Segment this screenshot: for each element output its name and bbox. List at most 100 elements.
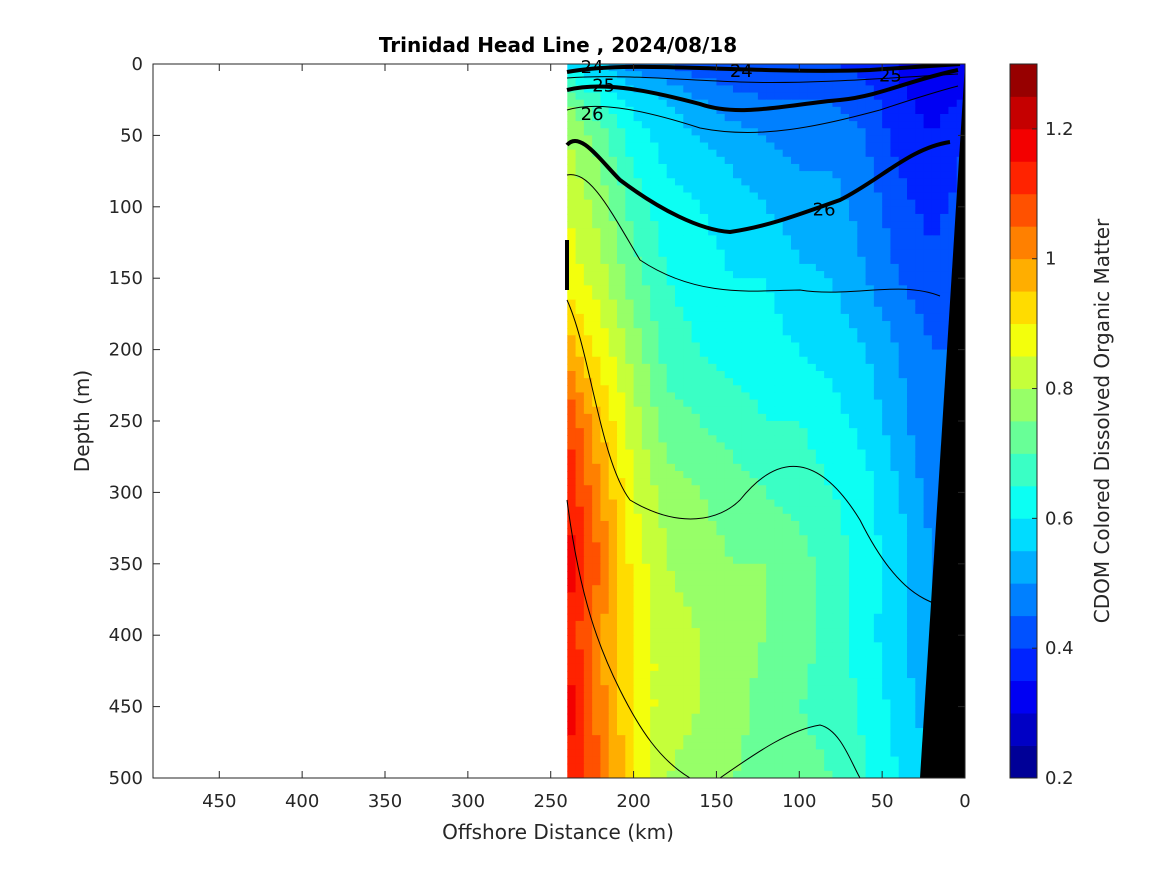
heatmap-cell (824, 285, 834, 294)
heatmap-cell (948, 163, 958, 172)
heatmap-cell (716, 321, 726, 329)
heatmap-cell (683, 363, 693, 372)
heatmap-cell (882, 292, 892, 301)
heatmap-cell (757, 428, 767, 436)
heatmap-cell (658, 728, 668, 736)
heatmap-cell (791, 520, 800, 529)
heatmap-cell (683, 613, 693, 622)
heatmap-cell (782, 349, 792, 358)
heatmap-cell (774, 763, 784, 772)
heatmap-cell (890, 470, 900, 479)
heatmap-cell (567, 299, 577, 308)
heatmap-cell (857, 121, 867, 129)
heatmap-cell (592, 278, 602, 286)
heatmap-cell (608, 363, 618, 372)
heatmap-cell (774, 271, 784, 279)
heatmap-cell (733, 749, 742, 758)
heatmap-cell (724, 663, 734, 672)
heatmap-cell (824, 585, 834, 593)
heatmap-cell (799, 228, 809, 236)
heatmap-cell (608, 492, 618, 501)
heatmap-cell (865, 328, 875, 336)
heatmap-cell (716, 299, 726, 308)
heatmap-cell (608, 749, 618, 758)
heatmap-cell (633, 371, 643, 379)
heatmap-cell (849, 470, 858, 479)
heatmap-cell (575, 156, 585, 165)
heatmap-cell (815, 299, 825, 308)
heatmap-cell (683, 549, 693, 558)
heatmap-cell (699, 663, 709, 672)
heatmap-cell (691, 520, 701, 529)
heatmap-cell (815, 492, 825, 501)
heatmap-cell (865, 685, 875, 693)
heatmap-cell (882, 328, 892, 336)
heatmap-cell (815, 506, 825, 515)
heatmap-cell (857, 506, 867, 515)
heatmap-cell (791, 128, 800, 136)
heatmap-cell (716, 199, 726, 208)
heatmap-cell (741, 728, 751, 736)
heatmap-cell (691, 549, 701, 558)
heatmap-cell (915, 135, 925, 144)
heatmap-cell (857, 592, 867, 601)
heatmap-cell (749, 692, 759, 701)
heatmap-cell (898, 349, 908, 358)
heatmap-cell (675, 649, 684, 658)
heatmap-cell (824, 770, 834, 778)
heatmap-cell (567, 656, 577, 665)
heatmap-cell (741, 121, 751, 129)
heatmap-cell (733, 85, 742, 94)
heatmap-cell (865, 349, 875, 358)
heatmap-cell (791, 735, 800, 743)
heatmap-cell (948, 85, 958, 94)
heatmap-cell (708, 278, 718, 286)
heatmap-cell (824, 221, 834, 229)
heatmap-cell (782, 92, 792, 101)
heatmap-cell (857, 349, 867, 358)
heatmap-cell (716, 142, 726, 151)
heatmap-cell (658, 399, 668, 408)
heatmap-cell (724, 199, 734, 208)
heatmap-cell (873, 485, 883, 493)
heatmap-cell (757, 685, 767, 693)
heatmap-cell (567, 278, 577, 286)
heatmap-cell (600, 192, 610, 201)
heatmap-cell (815, 121, 825, 129)
heatmap-cell (882, 78, 892, 87)
heatmap-cell (807, 492, 817, 501)
heatmap-cell (625, 178, 635, 186)
heatmap-cell (641, 392, 651, 401)
heatmap-cell (799, 199, 809, 208)
heatmap-cell (575, 349, 585, 358)
heatmap-cell (782, 342, 792, 351)
heatmap-cell (658, 85, 668, 94)
heatmap-cell (774, 263, 784, 272)
heatmap-cell (567, 570, 577, 579)
heatmap-cell (873, 749, 883, 758)
heatmap-cell (625, 556, 635, 565)
heatmap-cell (716, 649, 726, 658)
heatmap-cell (931, 385, 941, 394)
heatmap-cell (741, 378, 751, 386)
heatmap-cell (890, 371, 900, 379)
heatmap-cell (592, 585, 602, 593)
heatmap-cell (840, 278, 850, 286)
heatmap-cell (824, 713, 834, 722)
heatmap-cell (890, 113, 900, 122)
heatmap-cell (691, 349, 701, 358)
heatmap-cell (890, 520, 900, 529)
heatmap-cell (600, 663, 610, 672)
heatmap-cell (699, 271, 709, 279)
heatmap-cell (608, 720, 618, 729)
heatmap-cell (567, 770, 577, 778)
x-tick-label: 50 (871, 791, 894, 812)
heatmap-cell (815, 292, 825, 301)
heatmap-cell (567, 713, 577, 722)
heatmap-cell (840, 628, 850, 636)
heatmap-cell (832, 206, 842, 215)
heatmap-cell (890, 678, 900, 686)
heatmap-cell (625, 728, 635, 736)
heatmap-cell (857, 728, 867, 736)
heatmap-cell (898, 149, 908, 158)
